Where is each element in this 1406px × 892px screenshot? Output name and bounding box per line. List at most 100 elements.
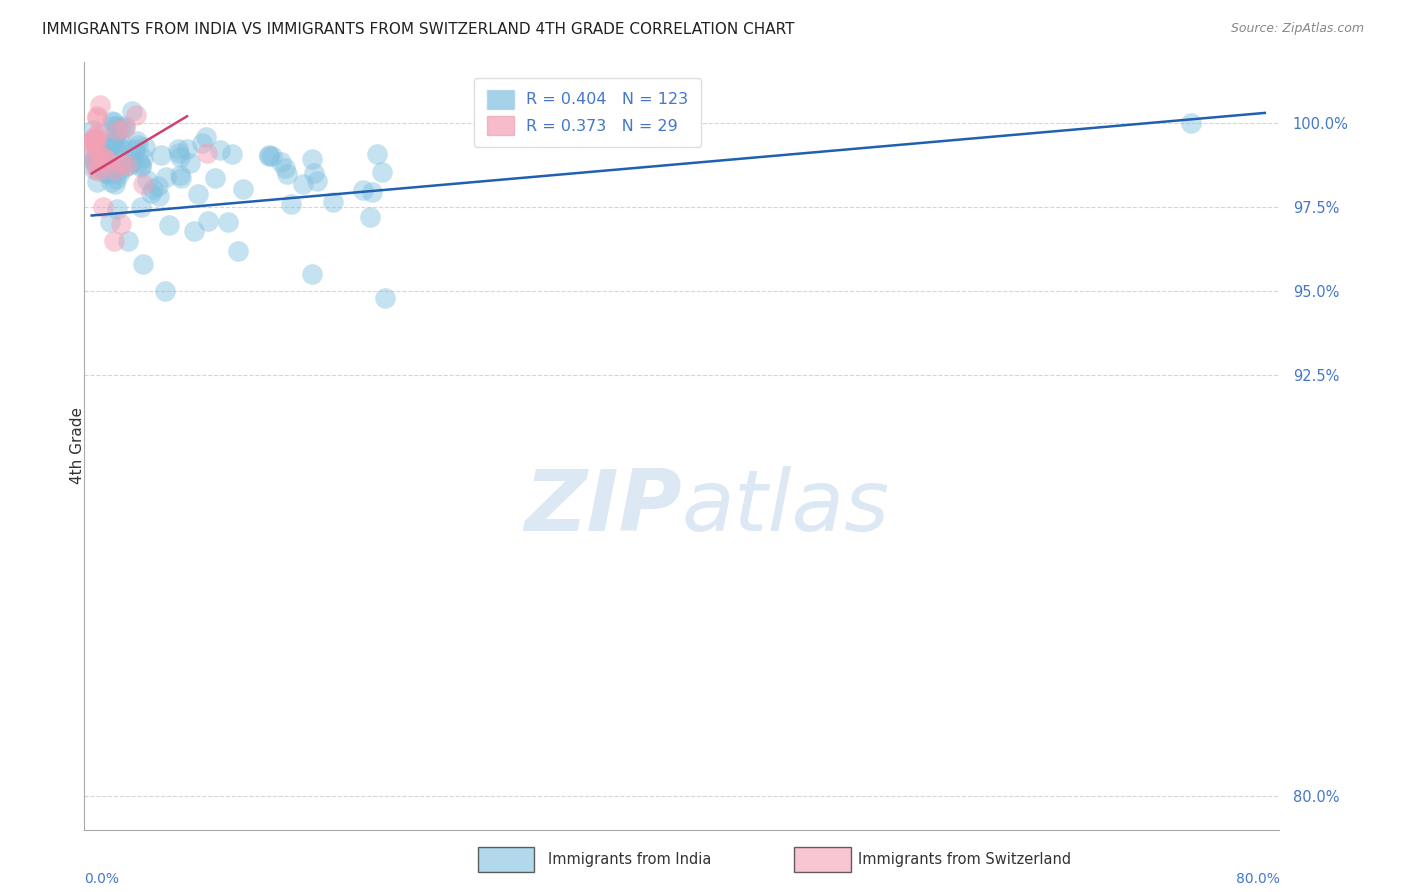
Point (291, 177, 314, 191)
Point (94, 152, 117, 166)
Point (231, 182, 253, 196)
Point (91, 150, 114, 164)
Point (103, 128, 125, 143)
Text: Source: ZipAtlas.com: Source: ZipAtlas.com (1230, 22, 1364, 36)
Point (97, 167, 120, 181)
Point (190, 136, 212, 150)
Point (105, 120, 128, 134)
Point (110, 217, 132, 231)
Point (257, 148, 280, 162)
Point (132, 177, 155, 191)
Point (134, 140, 156, 154)
Point (105, 122, 128, 136)
Point (83, 153, 105, 167)
Point (93, 146, 115, 161)
Point (86, 109, 108, 123)
Point (169, 150, 191, 164)
Point (187, 186, 209, 201)
Point (197, 214, 219, 228)
Point (209, 143, 232, 157)
Point (122, 153, 145, 168)
Point (82, 141, 104, 155)
Point (1180, 116, 1202, 130)
Point (98, 156, 121, 170)
Point (274, 161, 297, 176)
Point (148, 189, 170, 203)
Point (84, 128, 107, 143)
Point (125, 134, 148, 148)
Point (83, 153, 105, 168)
Point (110, 136, 132, 150)
Point (86, 142, 108, 156)
Y-axis label: 4th Grade: 4th Grade (70, 408, 84, 484)
Point (366, 146, 388, 161)
Point (122, 144, 145, 158)
Point (84, 132, 107, 146)
Point (100, 136, 122, 151)
Point (131, 161, 153, 175)
Point (86, 151, 108, 165)
Point (100, 175, 122, 189)
Point (105, 159, 128, 173)
Point (132, 257, 155, 271)
Point (93, 141, 115, 155)
Point (301, 153, 323, 167)
Point (97, 159, 120, 173)
Point (121, 103, 143, 118)
Point (149, 148, 172, 162)
Point (83, 131, 105, 145)
Point (204, 171, 226, 186)
Point (90, 138, 112, 153)
Text: Immigrants from India: Immigrants from India (548, 853, 711, 867)
Point (129, 158, 152, 172)
Point (101, 162, 124, 177)
Point (115, 158, 138, 172)
Point (97, 144, 120, 158)
Point (114, 160, 136, 174)
Point (374, 291, 396, 305)
Point (183, 224, 205, 238)
Point (108, 167, 131, 181)
Point (83, 162, 105, 177)
Point (117, 157, 139, 171)
Text: 80.0%: 80.0% (1236, 871, 1279, 886)
Point (136, 173, 159, 187)
Point (108, 120, 131, 135)
Point (359, 211, 381, 225)
Point (89, 149, 111, 163)
Point (94, 157, 117, 171)
Point (131, 151, 153, 165)
Point (89, 156, 111, 170)
Point (86, 130, 108, 145)
Point (86, 111, 108, 125)
Point (83, 155, 105, 169)
Text: IMMIGRANTS FROM INDIA VS IMMIGRANTS FROM SWITZERLAND 4TH GRADE CORRELATION CHART: IMMIGRANTS FROM INDIA VS IMMIGRANTS FROM… (42, 22, 794, 37)
Point (280, 197, 302, 211)
Point (301, 268, 323, 282)
Point (114, 119, 136, 133)
Point (94, 166, 117, 180)
Point (148, 178, 170, 193)
Point (111, 120, 134, 135)
Point (155, 169, 177, 184)
Point (169, 169, 191, 183)
Point (94, 161, 117, 176)
Point (352, 183, 374, 197)
Point (105, 202, 128, 216)
Point (124, 142, 146, 156)
Point (103, 115, 125, 129)
Point (104, 132, 127, 146)
Point (86, 175, 108, 189)
Point (98, 136, 121, 151)
Point (82, 123, 104, 137)
Point (82, 133, 104, 147)
Point (217, 215, 239, 229)
Point (87, 149, 110, 163)
Point (105, 135, 128, 149)
Point (98, 214, 121, 228)
Point (176, 142, 198, 156)
Point (221, 147, 243, 161)
Point (361, 186, 384, 200)
Point (91, 143, 114, 157)
Point (129, 200, 152, 214)
